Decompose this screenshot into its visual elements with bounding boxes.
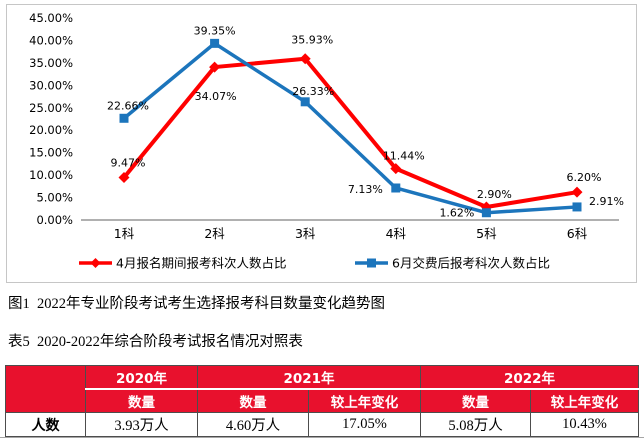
y-axis-tick-label: 30.00% bbox=[29, 78, 73, 92]
subheader-cell: 较上年变化 bbox=[307, 388, 422, 413]
table-corner-cell bbox=[5, 365, 86, 413]
series-marker-square bbox=[210, 38, 220, 48]
series-marker-diamond bbox=[118, 171, 130, 183]
series-marker-square bbox=[572, 202, 582, 212]
data-label: 2.91% bbox=[589, 195, 624, 208]
value-cell: 10.43% bbox=[530, 412, 640, 437]
data-label: 26.33% bbox=[292, 85, 334, 98]
x-axis-category-label: 3科 bbox=[295, 226, 316, 241]
data-label: 6.20% bbox=[567, 171, 602, 184]
table-row: 人数 3.93万人 4.60万人 17.05% 5.08万人 10.43% bbox=[5, 412, 640, 437]
subheader-cell: 数量 bbox=[197, 388, 309, 413]
value-cell: 3.93万人 bbox=[85, 412, 198, 437]
y-axis-tick-label: 25.00% bbox=[29, 101, 73, 115]
subheader-cell: 较上年变化 bbox=[530, 388, 640, 413]
y-axis-tick-label: 40.00% bbox=[29, 33, 73, 47]
x-axis-category-label: 2科 bbox=[204, 226, 225, 241]
legend-label: 6月交费后报考科次人数占比 bbox=[392, 256, 550, 271]
y-axis-tick-label: 5.00% bbox=[36, 191, 73, 205]
y-axis-tick-label: 45.00% bbox=[29, 11, 73, 25]
legend-label: 4月报名期间报考科次人数占比 bbox=[116, 256, 286, 271]
series-marker-square bbox=[300, 97, 310, 107]
series-line bbox=[122, 56, 578, 209]
x-axis-category-label: 4科 bbox=[386, 226, 407, 241]
series-marker-diamond bbox=[299, 53, 311, 65]
series-line bbox=[122, 41, 578, 215]
x-axis-category-label: 6科 bbox=[567, 226, 588, 241]
subheader-cell: 数量 bbox=[420, 388, 532, 413]
y-axis-tick-label: 15.00% bbox=[29, 146, 73, 160]
data-label: 22.66% bbox=[107, 99, 149, 112]
year-header-cell: 2022年 bbox=[420, 365, 640, 390]
line-chart-svg: 0.00% 5.00% 10.00% 15.00% 20.00% 25.00% 30.00%… bbox=[29, 11, 624, 271]
year-header-cell: 2020年 bbox=[85, 365, 198, 390]
y-axis-tick-label: 35.00% bbox=[29, 56, 73, 70]
series-marker-diamond bbox=[571, 186, 583, 198]
data-label: 2.90% bbox=[477, 188, 512, 201]
table-subheader-row: 数量 数量 较上年变化 数量 较上年变化 bbox=[6, 388, 640, 413]
data-label: 9.47% bbox=[111, 156, 146, 169]
y-axis-tick-label: 10.00% bbox=[29, 168, 73, 182]
series-marker-square bbox=[391, 183, 401, 193]
y-axis-tick-label: 20.00% bbox=[29, 123, 73, 137]
x-axis-category-label: 5科 bbox=[476, 226, 497, 241]
data-label: 39.35% bbox=[194, 24, 236, 37]
line-chart-container: 0.00% 5.00% 10.00% 15.00% 20.00% 25.00% 30.00%… bbox=[6, 4, 637, 283]
comparison-table: 2020年 2021年 2022年 数量 数量 较上年变化 数量 较上年变化 人数 3.93万… bbox=[5, 365, 640, 437]
series-marker-diamond bbox=[390, 163, 402, 175]
data-label: 35.93% bbox=[291, 34, 333, 47]
value-cell: 17.05% bbox=[307, 412, 422, 437]
legend-marker-diamond bbox=[90, 258, 101, 268]
table-year-header-row: 2020年 2021年 2022年 bbox=[5, 365, 640, 413]
value-cell: 4.60万人 bbox=[197, 412, 309, 437]
x-axis-category-label: 1科 bbox=[114, 226, 135, 241]
series-marker-square bbox=[481, 208, 491, 218]
table-caption: 表5 2020-2022年综合阶段考试报名情况对照表 bbox=[8, 334, 303, 350]
subheader-cell: 数量 bbox=[85, 388, 198, 413]
table-bottom-rule bbox=[0, 437, 644, 438]
data-label: 1.62% bbox=[439, 207, 474, 220]
value-cell: 5.08万人 bbox=[420, 412, 532, 437]
series-marker-square bbox=[119, 113, 129, 123]
row-label-cell: 人数 bbox=[5, 412, 86, 437]
legend-marker-square bbox=[367, 258, 376, 268]
year-header-cell: 2021年 bbox=[196, 365, 422, 390]
data-label: 7.13% bbox=[348, 183, 383, 196]
figure-caption: 图1 2022年专业阶段考试考生选择报考科目数量变化趋势图 bbox=[8, 296, 385, 312]
data-label: 11.44% bbox=[383, 150, 425, 163]
data-label: 34.07% bbox=[195, 90, 237, 103]
y-axis-tick-label: 0.00% bbox=[36, 213, 73, 227]
